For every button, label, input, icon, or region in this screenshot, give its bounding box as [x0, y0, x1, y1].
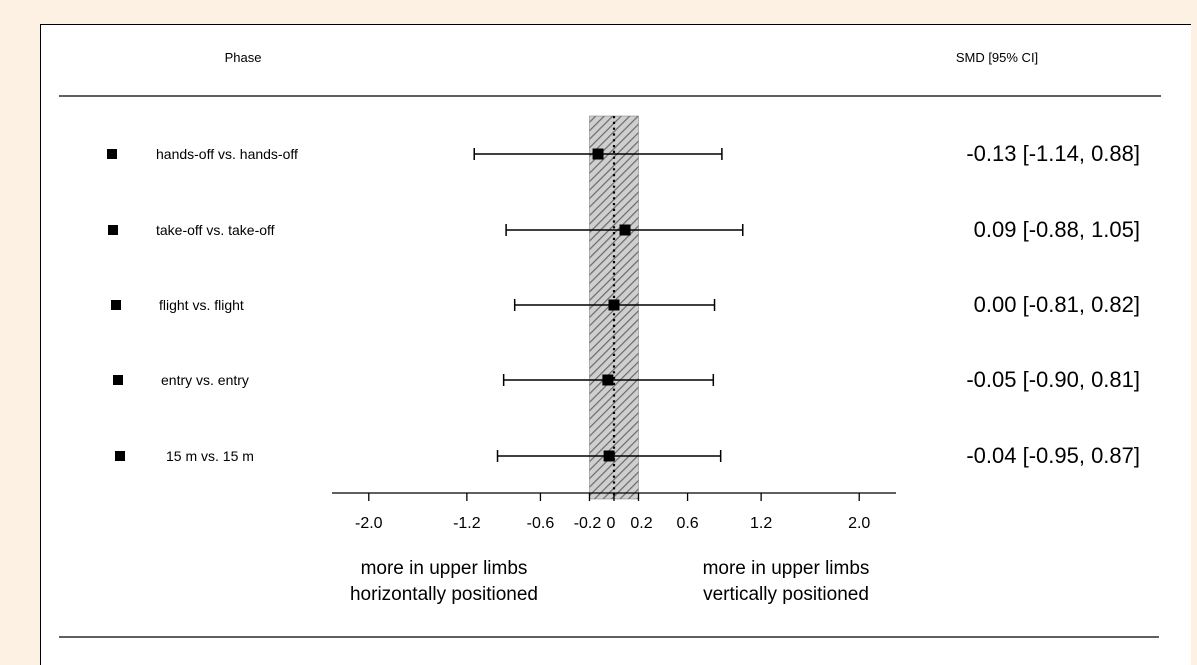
row-label: hands-off vs. hands-off	[156, 146, 298, 162]
study-row: 15 m vs. 15 m -0.04 [-0.95, 0.87]	[115, 443, 1140, 468]
x-tick-label: 0	[607, 515, 616, 532]
x-tick-label: -0.2	[574, 515, 602, 532]
x-tick-label: -2.0	[355, 515, 383, 532]
x-tick-label: 0.2	[630, 515, 652, 532]
row-effect-text: -0.13 [-1.14, 0.88]	[966, 141, 1140, 166]
study-row: flight vs. flight 0.00 [-0.81, 0.82]	[111, 292, 1140, 317]
point-estimate-marker	[592, 148, 604, 160]
smd-column-header: SMD [95% CI]	[956, 50, 1038, 65]
point-estimate-marker	[619, 224, 631, 236]
direction-label-right-line1: more in upper limbs	[703, 558, 870, 579]
row-label: take-off vs. take-off	[156, 222, 275, 238]
row-effect-text: 0.00 [-0.81, 0.82]	[974, 292, 1140, 317]
phase-column-header: Phase	[225, 50, 262, 65]
direction-label-left-line2: horizontally positioned	[350, 584, 538, 605]
row-effect-text: -0.05 [-0.90, 0.81]	[966, 367, 1140, 392]
study-row: entry vs. entry -0.05 [-0.90, 0.81]	[113, 367, 1140, 392]
forest-plot: Phase SMD [95% CI] hands-off vs. hands-o…	[59, 50, 1161, 638]
row-legend-square	[107, 149, 117, 159]
row-effect-text: -0.04 [-0.95, 0.87]	[966, 443, 1140, 468]
row-legend-square	[115, 451, 125, 461]
direction-label-left-line1: more in upper limbs	[361, 558, 528, 579]
point-estimate-marker	[608, 299, 620, 311]
row-legend-square	[111, 300, 121, 310]
row-effect-text: 0.09 [-0.88, 1.05]	[974, 217, 1140, 242]
x-axis-ticks: -2.0 -1.2 -0.6 -0.2 0 0.2 0.6 1.2 2.0	[355, 493, 870, 532]
row-label: entry vs. entry	[161, 372, 249, 388]
x-tick-label: -1.2	[453, 515, 481, 532]
row-legend-square	[108, 225, 118, 235]
study-row: take-off vs. take-off 0.09 [-0.88, 1.05]	[108, 217, 1140, 242]
study-row: hands-off vs. hands-off -0.13 [-1.14, 0.8…	[107, 141, 1140, 166]
study-rows: hands-off vs. hands-off -0.13 [-1.14, 0.8…	[107, 141, 1140, 468]
direction-label-right-line2: vertically positioned	[703, 584, 869, 605]
forest-plot-panel: Phase SMD [95% CI] hands-off vs. hands-o…	[40, 24, 1191, 665]
x-tick-label: 1.2	[750, 515, 772, 532]
x-tick-label: 2.0	[848, 515, 870, 532]
point-estimate-marker	[602, 374, 614, 386]
x-tick-label: -0.6	[527, 515, 555, 532]
point-estimate-marker	[603, 450, 615, 462]
row-legend-square	[113, 375, 123, 385]
x-tick-label: 0.6	[676, 515, 698, 532]
row-label: flight vs. flight	[159, 297, 244, 313]
row-label: 15 m vs. 15 m	[166, 448, 254, 464]
